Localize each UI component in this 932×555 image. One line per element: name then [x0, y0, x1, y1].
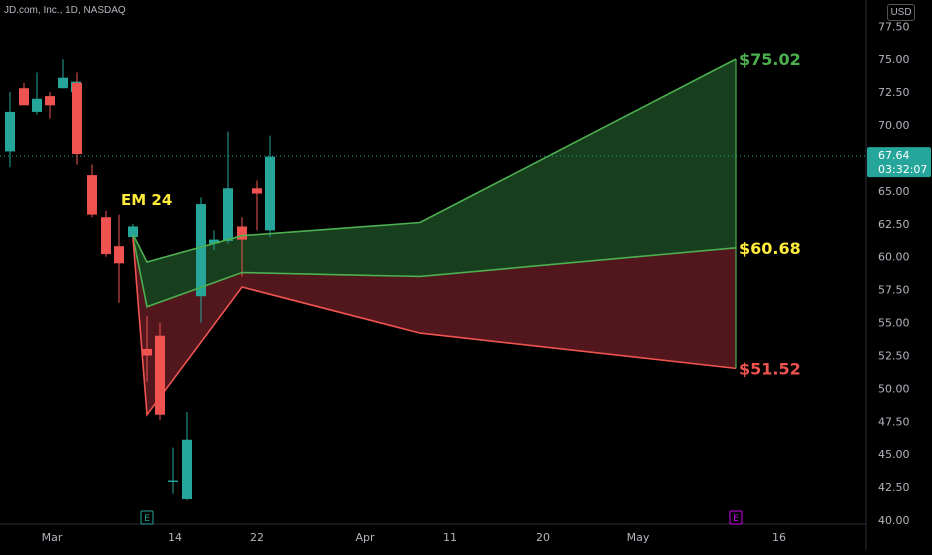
x-tick-label: 22 — [250, 531, 264, 544]
last-price-countdown: 03:32:07 — [878, 163, 927, 176]
x-tick-label: Mar — [42, 531, 63, 544]
candle-body[interactable] — [252, 188, 262, 194]
upper-em-line[interactable] — [132, 58, 737, 263]
y-tick-label: 45.00 — [878, 448, 910, 461]
y-tick-label: 50.00 — [878, 382, 910, 395]
currency-button[interactable]: USD — [887, 4, 915, 21]
y-tick-label: 72.50 — [878, 86, 910, 99]
candle-body[interactable] — [182, 439, 192, 499]
candle-body[interactable] — [265, 156, 275, 231]
candle-body[interactable] — [223, 188, 233, 241]
candle-body[interactable] — [58, 77, 68, 89]
x-tick-label: 20 — [536, 531, 550, 544]
mid-em-label: $60.68 — [739, 239, 801, 258]
candle-body[interactable] — [168, 480, 178, 483]
price-axis-panel[interactable] — [866, 0, 932, 550]
last-price-value: 67.64 — [878, 149, 910, 162]
earnings-marker-label: E — [733, 514, 739, 524]
candle-body[interactable] — [101, 217, 111, 255]
y-tick-label: 77.50 — [878, 20, 910, 33]
x-tick-label: May — [627, 531, 650, 544]
y-tick-label: 40.00 — [878, 514, 910, 527]
x-tick-label: 16 — [772, 531, 786, 544]
candle-body[interactable] — [5, 111, 15, 152]
upper-em-fill — [133, 58, 736, 307]
symbol-header: JD.com, Inc., 1D, NASDAQ — [4, 5, 126, 16]
x-tick-label: Apr — [355, 531, 375, 544]
lower-em-label: $51.52 — [739, 359, 801, 378]
y-tick-label: 57.50 — [878, 284, 910, 297]
y-tick-label: 42.50 — [878, 481, 910, 494]
y-tick-label: 70.00 — [878, 119, 910, 132]
candle-body[interactable] — [209, 239, 219, 244]
candle-body[interactable] — [19, 88, 29, 106]
x-tick-label: 11 — [443, 531, 457, 544]
candle-body[interactable] — [155, 335, 165, 415]
earnings-marker-label: E — [144, 514, 150, 524]
y-tick-label: 65.00 — [878, 185, 910, 198]
candle-body[interactable] — [128, 226, 138, 237]
y-tick-label: 55.00 — [878, 317, 910, 330]
candle-body[interactable] — [196, 204, 206, 297]
upper-em-label: $75.02 — [739, 50, 801, 69]
y-tick-label: 47.50 — [878, 415, 910, 428]
candle-body[interactable] — [32, 98, 42, 112]
em-annotation-label: EM 24 — [121, 191, 172, 209]
candle-body[interactable] — [114, 246, 124, 264]
mid-em-line[interactable] — [132, 236, 737, 308]
candle-body[interactable] — [237, 226, 247, 240]
last-price-tag[interactable] — [867, 147, 931, 178]
y-tick-label: 75.00 — [878, 53, 910, 66]
earnings-marker[interactable] — [140, 510, 154, 525]
y-tick-label: 62.50 — [878, 218, 910, 231]
y-tick-label: 60.00 — [878, 251, 910, 264]
candle-body[interactable] — [72, 82, 82, 155]
candle-body[interactable] — [87, 175, 97, 215]
lower-em-line[interactable] — [132, 238, 737, 417]
candle-body[interactable] — [142, 348, 152, 356]
x-tick-label: 14 — [168, 531, 182, 544]
earnings-marker[interactable] — [729, 510, 743, 525]
lower-em-fill — [133, 236, 736, 415]
y-tick-label: 52.50 — [878, 349, 910, 362]
candle-body[interactable] — [45, 96, 55, 106]
